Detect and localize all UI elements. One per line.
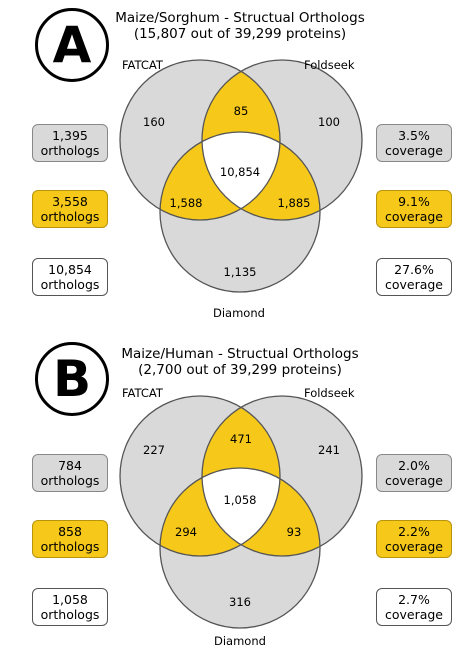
box-value: 1,058 bbox=[52, 592, 88, 607]
box-value: 10,854 bbox=[48, 262, 92, 277]
label-foldseek: Foldseek bbox=[304, 58, 355, 72]
label-diamond: Diamond bbox=[213, 306, 265, 320]
coverage-box-all: 27.6% coverage bbox=[376, 258, 452, 296]
panel-a: 160 100 85 10,854 1,588 1,885 1,135 A Ma… bbox=[32, 8, 452, 320]
orthologs-box-fatcat-only: 1,395 orthologs bbox=[32, 124, 108, 162]
title-line-1: Maize/Human - Structual Orthologs bbox=[121, 346, 359, 362]
orthologs-box-fatcat-only: 784 orthologs bbox=[32, 454, 108, 492]
coverage-box-fatcat-only: 3.5% coverage bbox=[376, 124, 452, 162]
region-center: 10,854 bbox=[220, 165, 260, 179]
box-value: 3.5% bbox=[398, 128, 430, 143]
orthologs-box-all: 10,854 orthologs bbox=[32, 258, 108, 296]
box-unit: orthologs bbox=[40, 209, 100, 224]
box-unit: coverage bbox=[384, 143, 444, 158]
box-value: 9.1% bbox=[398, 194, 430, 209]
panel-title-a: Maize/Sorghum - Structual Orthologs (15,… bbox=[105, 10, 375, 42]
coverage-box-pairwise: 2.2% coverage bbox=[376, 520, 452, 558]
panel-letter-b: B bbox=[35, 342, 109, 416]
region-center: 1,058 bbox=[224, 493, 257, 507]
region-fatcat-only: 227 bbox=[143, 443, 165, 457]
box-unit: coverage bbox=[384, 607, 444, 622]
box-unit: coverage bbox=[384, 473, 444, 488]
region-fatcat-diamond: 1,588 bbox=[170, 196, 203, 210]
box-value: 858 bbox=[58, 524, 82, 539]
label-fatcat: FATCAT bbox=[122, 386, 163, 400]
box-unit: orthologs bbox=[40, 143, 100, 158]
box-value: 27.6% bbox=[394, 262, 434, 277]
region-foldseek-only: 100 bbox=[318, 115, 340, 129]
region-fatcat-diamond: 294 bbox=[175, 525, 197, 539]
orthologs-box-pairwise: 858 orthologs bbox=[32, 520, 108, 558]
panel-letter-a: A bbox=[35, 8, 109, 82]
label-diamond: Diamond bbox=[214, 634, 266, 648]
orthologs-box-all: 1,058 orthologs bbox=[32, 588, 108, 626]
region-diamond-only: 1,135 bbox=[224, 265, 257, 279]
region-fatcat-foldseek: 85 bbox=[234, 104, 249, 118]
panel-b: 227 241 471 1,058 294 93 316 B Maize/Hum… bbox=[0, 328, 474, 656]
box-unit: coverage bbox=[384, 539, 444, 554]
box-value: 1,395 bbox=[52, 128, 88, 143]
box-value: 784 bbox=[58, 458, 82, 473]
region-fatcat-foldseek: 471 bbox=[230, 432, 252, 446]
venn-diagram-b: 227 241 471 1,058 294 93 316 bbox=[119, 395, 363, 629]
box-value: 2.7% bbox=[398, 592, 430, 607]
title-line-2: (2,700 out of 39,299 proteins) bbox=[138, 362, 342, 378]
box-unit: orthologs bbox=[40, 539, 100, 554]
title-line-2: (15,807 out of 39,299 proteins) bbox=[133, 26, 347, 42]
box-value: 2.0% bbox=[398, 458, 430, 473]
orthologs-box-pairwise: 3,558 orthologs bbox=[32, 190, 108, 228]
panel-title-b: Maize/Human - Structual Orthologs (2,700… bbox=[105, 346, 375, 378]
box-unit: orthologs bbox=[40, 607, 100, 622]
region-foldseek-diamond: 93 bbox=[287, 525, 302, 539]
region-fatcat-only: 160 bbox=[143, 115, 165, 129]
label-foldseek: Foldseek bbox=[304, 386, 355, 400]
region-foldseek-diamond: 1,885 bbox=[278, 196, 311, 210]
box-unit: orthologs bbox=[40, 473, 100, 488]
coverage-box-pairwise: 9.1% coverage bbox=[376, 190, 452, 228]
region-diamond-only: 316 bbox=[229, 595, 251, 609]
coverage-box-all: 2.7% coverage bbox=[376, 588, 452, 626]
region-foldseek-only: 241 bbox=[318, 443, 340, 457]
coverage-box-fatcat-only: 2.0% coverage bbox=[376, 454, 452, 492]
box-value: 3,558 bbox=[52, 194, 88, 209]
box-unit: orthologs bbox=[40, 277, 100, 292]
box-unit: coverage bbox=[384, 277, 444, 292]
title-line-1: Maize/Sorghum - Structual Orthologs bbox=[115, 10, 365, 26]
box-value: 2.2% bbox=[398, 524, 430, 539]
venn-diagram-a: 160 100 85 10,854 1,588 1,885 1,135 bbox=[119, 59, 363, 293]
box-unit: coverage bbox=[384, 209, 444, 224]
label-fatcat: FATCAT bbox=[122, 58, 163, 72]
